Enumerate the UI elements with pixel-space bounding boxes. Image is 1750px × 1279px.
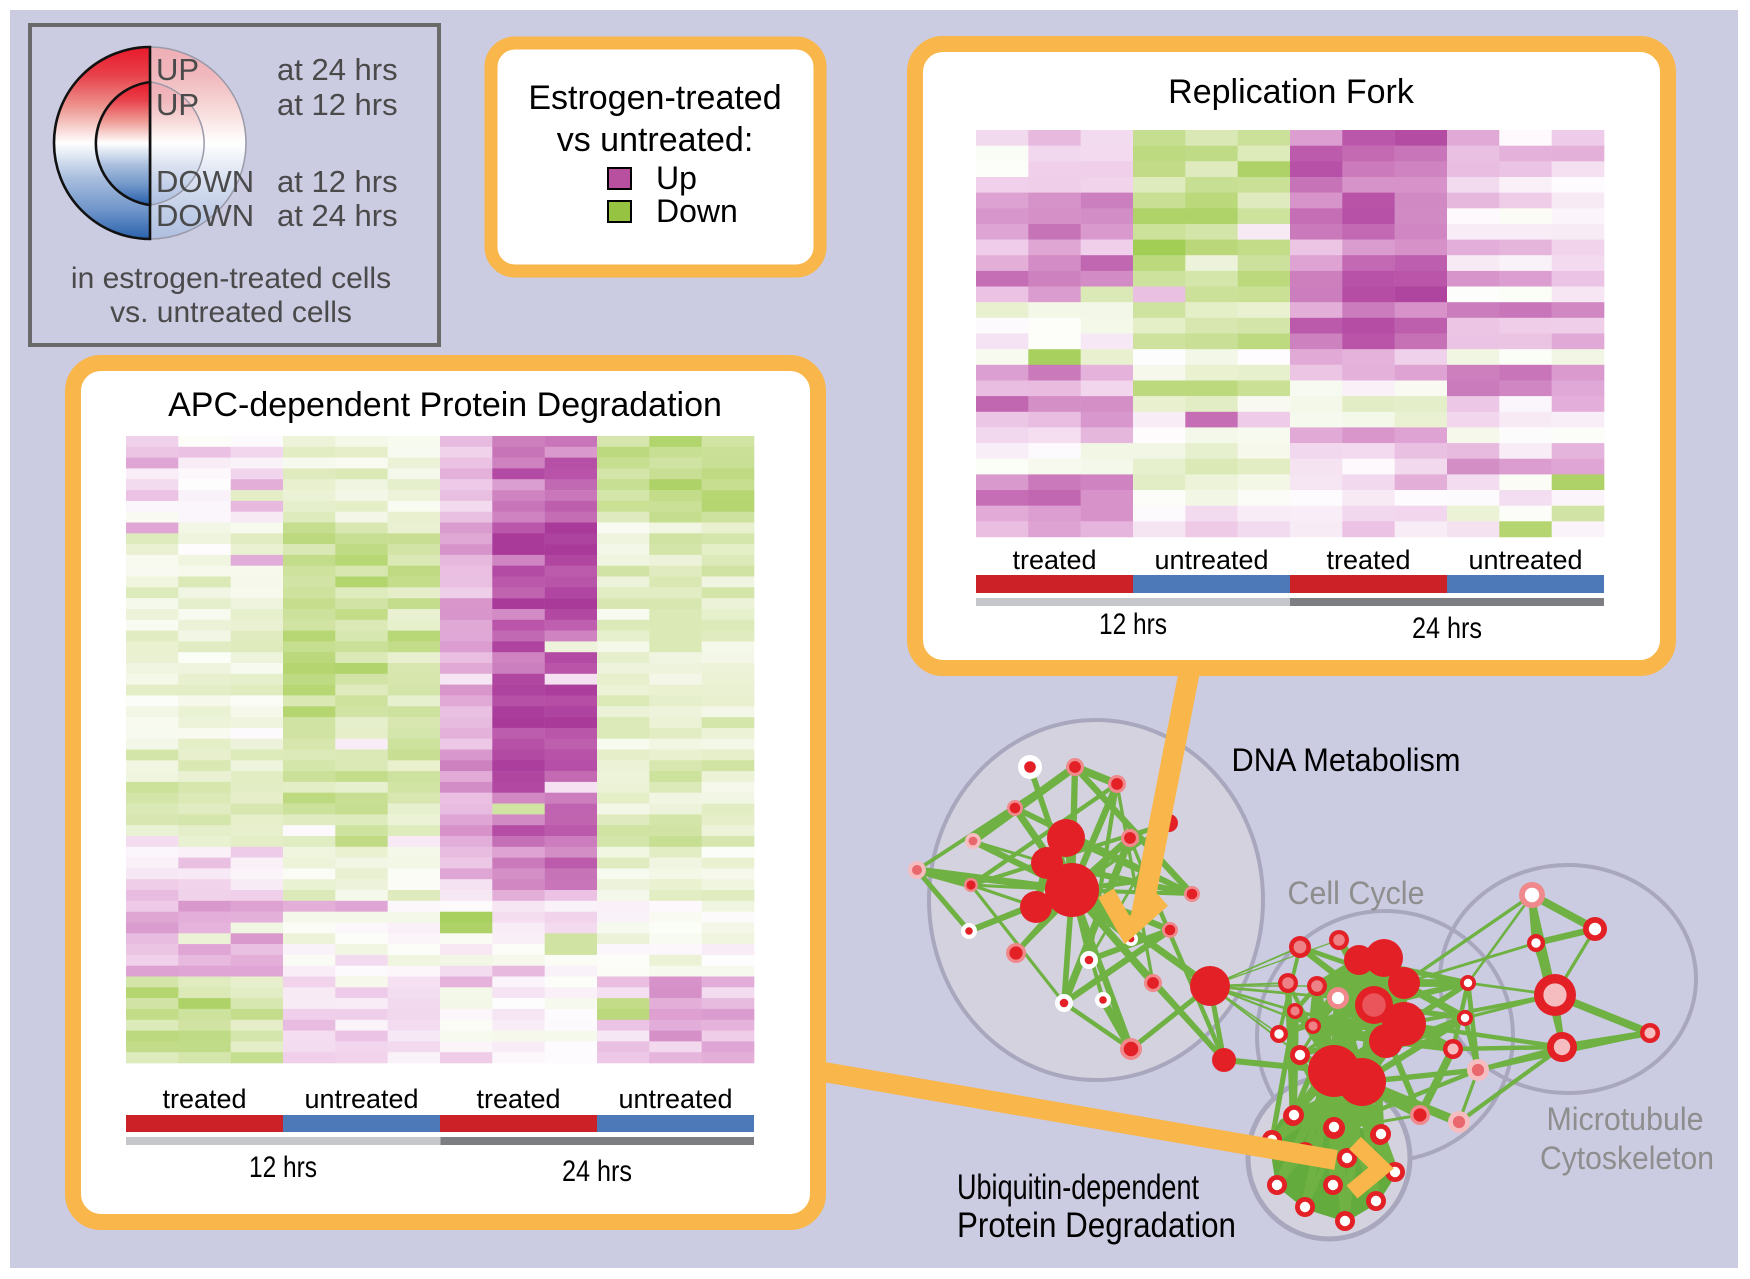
svg-text:Up: Up: [656, 160, 697, 196]
svg-text:DNA Metabolism: DNA Metabolism: [1232, 742, 1461, 778]
svg-text:UP: UP: [156, 52, 199, 87]
svg-text:untreated: untreated: [304, 1084, 418, 1114]
svg-text:Replication Fork: Replication Fork: [1168, 73, 1415, 111]
svg-text:12 hrs: 12 hrs: [1099, 608, 1167, 641]
svg-text:Microtubule: Microtubule: [1547, 1101, 1704, 1137]
svg-text:DOWN: DOWN: [156, 164, 254, 199]
svg-text:Ubiquitin-dependent: Ubiquitin-dependent: [957, 1168, 1199, 1207]
svg-text:treated: treated: [476, 1084, 560, 1114]
svg-text:Estrogen-treated: Estrogen-treated: [528, 79, 781, 117]
svg-text:24 hrs: 24 hrs: [1412, 612, 1482, 645]
svg-text:Cytoskeleton: Cytoskeleton: [1540, 1140, 1714, 1176]
svg-text:24 hrs: 24 hrs: [562, 1155, 632, 1188]
svg-text:Down: Down: [656, 193, 738, 229]
svg-text:treated: treated: [1326, 545, 1410, 575]
svg-text:vs untreated:: vs untreated:: [557, 121, 754, 159]
svg-text:untreated: untreated: [618, 1084, 732, 1114]
svg-text:at 12 hrs: at 12 hrs: [277, 164, 398, 199]
svg-text:untreated: untreated: [1468, 545, 1582, 575]
svg-text:at 12 hrs: at 12 hrs: [277, 87, 398, 122]
svg-text:treated: treated: [1012, 545, 1096, 575]
svg-text:APC-dependent Protein Degradat: APC-dependent Protein Degradation: [168, 386, 722, 424]
svg-text:vs. untreated cells: vs. untreated cells: [110, 296, 352, 329]
svg-text:untreated: untreated: [1154, 545, 1268, 575]
svg-text:at 24 hrs: at 24 hrs: [277, 198, 398, 233]
svg-text:at 24 hrs: at 24 hrs: [277, 52, 398, 87]
svg-text:DOWN: DOWN: [156, 198, 254, 233]
svg-text:Protein Degradation: Protein Degradation: [957, 1206, 1236, 1245]
svg-text:UP: UP: [156, 87, 199, 122]
svg-text:12 hrs: 12 hrs: [249, 1151, 317, 1184]
svg-text:in estrogen-treated cells: in estrogen-treated cells: [71, 262, 391, 295]
svg-text:treated: treated: [162, 1084, 246, 1114]
svg-text:Cell Cycle: Cell Cycle: [1288, 875, 1425, 911]
